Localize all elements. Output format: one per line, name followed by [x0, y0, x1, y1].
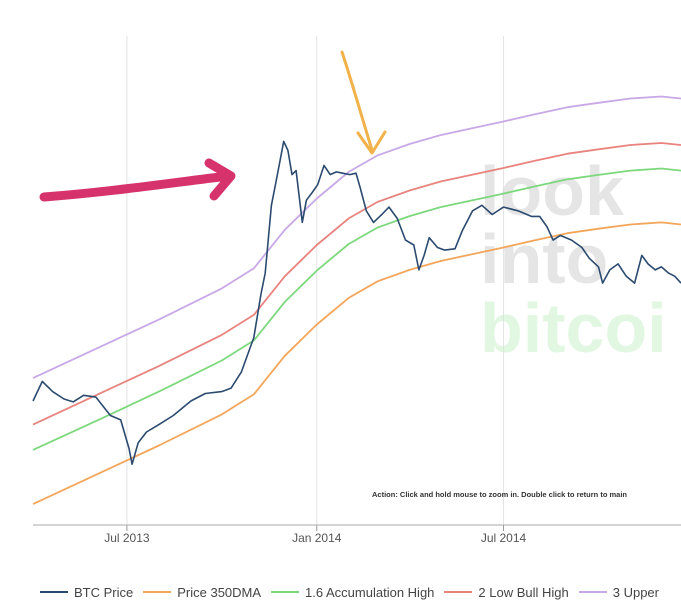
legend-swatch [143, 591, 172, 593]
legend-item-price-350dma[interactable]: Price 350DMA [143, 585, 261, 600]
legend-swatch [40, 591, 68, 593]
x-tick-label-0: Jul 2013 [104, 531, 150, 545]
x-tick-label-1: Jan 2014 [292, 531, 342, 545]
watermark-line-1: look [480, 152, 624, 230]
series-line-price-350dma[interactable] [32, 221, 681, 505]
x-axis: Jul 2013 Jan 2014 Jul 2014 [33, 524, 681, 545]
legend-item-1-6-accumulation-high[interactable]: 1.6 Accumulation High [271, 585, 434, 600]
legend-item-btc-price[interactable]: BTC Price [40, 585, 133, 600]
legend-label: Price 350DMA [177, 584, 262, 600]
legend-label: 2 Low Bull High [478, 584, 569, 600]
watermark-line-2: into [480, 220, 608, 298]
chart-legend: BTC Price Price 350DMA 1.6 Accumulation Hi… [40, 582, 681, 602]
legend-swatch [271, 591, 300, 593]
legend-swatch [444, 591, 473, 593]
series-line-btc-price[interactable] [32, 140, 681, 465]
legend-label: 3 Upper [612, 584, 659, 600]
legend-item-3-upper[interactable]: 3 Upper [578, 584, 659, 600]
watermark-line-3: bitcoi [480, 289, 667, 367]
legend-swatch [578, 591, 607, 593]
series-line-3-upper[interactable] [32, 95, 681, 379]
series-line-1-6-accumulation-high[interactable] [32, 167, 681, 451]
x-tick-label-2: Jul 2014 [481, 531, 527, 545]
orange-arrow-head [356, 130, 387, 155]
annotations [39, 50, 387, 202]
action-hint-text: Action: Click and hold mouse to zoom in.… [372, 490, 627, 499]
grid-layer [126, 36, 505, 525]
legend-label: BTC Price [74, 584, 134, 600]
watermark: look into bitcoi [480, 152, 667, 367]
orange-arrow-shaft [340, 50, 374, 152]
legend-label: 1.6 Accumulation High [305, 584, 435, 600]
series-line-2-low-bull-high[interactable] [32, 142, 681, 426]
legend-item-2-low-bull-high[interactable]: 2 Low Bull High [444, 584, 569, 600]
pink-arrow-shaft [39, 171, 233, 202]
pink-arrow-head [204, 158, 236, 201]
series-layer [32, 95, 681, 505]
